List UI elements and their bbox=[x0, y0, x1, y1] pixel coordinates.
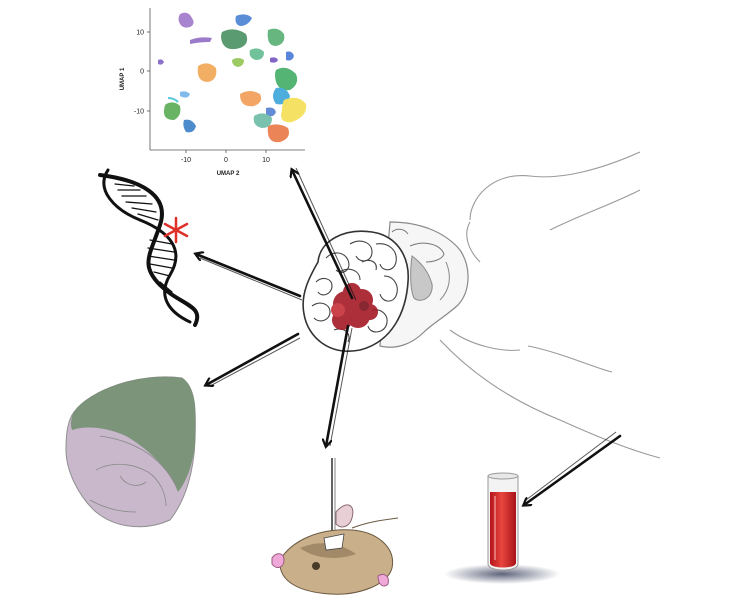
umap-cluster bbox=[178, 12, 194, 28]
umap-plot: 10 0 -10 -10 0 10 UMAP 2 UMAP 1 bbox=[120, 8, 307, 177]
brain-tissue-section bbox=[65, 376, 196, 528]
dna-helix bbox=[98, 168, 200, 327]
mouse-eye bbox=[312, 562, 320, 570]
umap-cluster bbox=[164, 102, 181, 120]
umap-cluster bbox=[235, 14, 252, 26]
umap-cluster bbox=[197, 63, 217, 82]
umap-clusters bbox=[158, 12, 307, 143]
blood-tube bbox=[444, 472, 560, 584]
umap-cluster bbox=[167, 97, 179, 103]
umap-cluster bbox=[190, 37, 212, 44]
arrow-to-mouse bbox=[326, 324, 350, 446]
umap-ytick-label: 10 bbox=[136, 30, 144, 37]
dna-base-pairs bbox=[111, 177, 197, 313]
umap-cluster bbox=[286, 51, 294, 61]
umap-xtick-label: 10 bbox=[262, 157, 270, 164]
umap-cluster bbox=[240, 91, 262, 107]
arrow-to-blood bbox=[524, 434, 622, 505]
mutation-star-icon bbox=[163, 216, 189, 244]
umap-ytick-label: -10 bbox=[134, 109, 144, 116]
umap-cluster bbox=[183, 119, 196, 133]
mouse-nose bbox=[271, 553, 285, 568]
umap-cluster bbox=[266, 107, 276, 117]
umap-cluster bbox=[232, 58, 244, 67]
umap-cluster bbox=[281, 97, 307, 123]
umap-cluster bbox=[253, 113, 272, 128]
umap-cluster bbox=[267, 28, 285, 46]
mouse-with-electrode bbox=[271, 458, 399, 595]
umap-cluster bbox=[158, 59, 164, 65]
umap-cluster bbox=[267, 124, 289, 143]
arrow-to-dna bbox=[196, 254, 302, 298]
arrows bbox=[196, 170, 622, 505]
umap-cluster bbox=[275, 67, 298, 91]
umap-xtick-label: 0 bbox=[224, 157, 228, 164]
umap-xtick-label: -10 bbox=[181, 157, 191, 164]
umap-x-axis-label: UMAP 2 bbox=[217, 171, 240, 177]
umap-ytick-label: 0 bbox=[140, 69, 144, 76]
umap-cluster bbox=[249, 48, 264, 60]
patient-body-outline bbox=[439, 151, 661, 459]
umap-cluster bbox=[270, 57, 278, 63]
mouse-ear bbox=[335, 504, 354, 528]
umap-cluster bbox=[180, 91, 190, 98]
brain bbox=[302, 230, 409, 352]
arrow-to-tissue bbox=[206, 332, 300, 385]
arrow-to-umap bbox=[292, 170, 354, 300]
umap-cluster bbox=[221, 29, 248, 50]
brain-gyri bbox=[311, 240, 398, 343]
tumor bbox=[331, 283, 378, 330]
umap-y-axis-label: UMAP 1 bbox=[120, 67, 126, 90]
